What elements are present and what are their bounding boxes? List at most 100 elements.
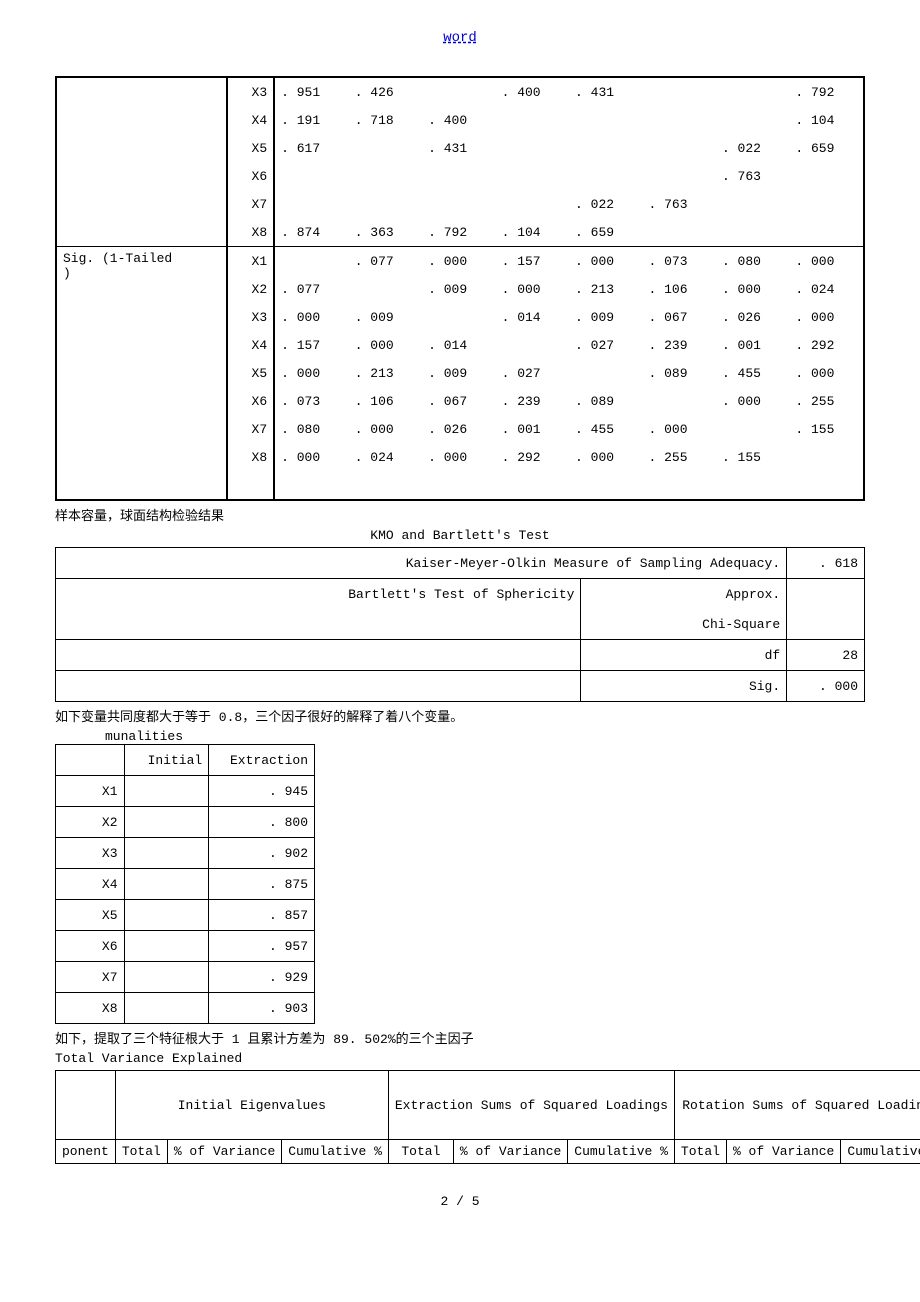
corr-value [789,162,864,190]
corr-value: . 659 [789,134,864,162]
sig-value: . 157 [274,331,349,359]
corr-var-label: X8 [227,218,274,247]
corr-value: . 792 [789,77,864,106]
sig-value: . 026 [716,303,789,331]
corr-value [716,190,789,218]
corr-var-label: X4 [227,106,274,134]
sig-value: . 292 [496,443,569,471]
sig-value: . 014 [496,303,569,331]
comm-initial [124,776,209,807]
bartlett-chisq-value [787,579,865,640]
kmo-title: KMO and Bartlett's Test [55,528,865,543]
sig-value: . 027 [569,331,642,359]
bartlett-chisq-label: Chi-Square [581,609,787,640]
sig-value: . 009 [422,359,495,387]
sig-var-label: X7 [227,415,274,443]
corr-value: . 951 [274,77,349,106]
corr-value [349,134,422,162]
kmo-bartlett-table: Kaiser-Meyer-Olkin Measure of Sampling A… [55,547,865,702]
bartlett-sig-value: . 000 [787,671,865,702]
corr-value [422,77,495,106]
sig-value: . 000 [422,247,495,276]
sig-value: . 080 [274,415,349,443]
sig-value: . 000 [422,443,495,471]
sig-value: . 077 [349,247,422,276]
comm-var: X5 [56,900,125,931]
sig-value: . 000 [716,387,789,415]
comm-var: X1 [56,776,125,807]
correlation-sig-table: X3. 951. 426. 400. 431. 792X4. 191. 718.… [55,76,865,501]
comm-initial [124,993,209,1024]
var-total3: Total [674,1140,726,1164]
var-cum1: Cumulative % [282,1140,389,1164]
sig-var-label: X6 [227,387,274,415]
sig-value: . 014 [422,331,495,359]
corr-value: . 763 [716,162,789,190]
corr-group-label [56,77,227,247]
sig-value: . 067 [422,387,495,415]
sig-value [716,415,789,443]
comm-var: X4 [56,869,125,900]
communalities-title: munalities [55,729,865,744]
corr-value: . 792 [422,218,495,247]
sig-value: . 026 [422,415,495,443]
sig-value: . 255 [789,387,864,415]
corr-value [789,190,864,218]
sig-value: . 000 [569,247,642,276]
corr-value [643,218,716,247]
corr-value [643,134,716,162]
corr-value: . 431 [422,134,495,162]
comm-var: X8 [56,993,125,1024]
comm-initial [124,807,209,838]
corr-value [569,134,642,162]
var-pct2: % of Variance [453,1140,567,1164]
corr-value [716,77,789,106]
comm-var: X7 [56,962,125,993]
comm-header-extraction: Extraction [209,745,315,776]
sig-value: . 073 [274,387,349,415]
header-link[interactable]: word [55,30,865,46]
corr-value: . 022 [569,190,642,218]
sig-value: . 024 [789,275,864,303]
corr-var-label: X7 [227,190,274,218]
comm-extraction: . 857 [209,900,315,931]
comm-var: X6 [56,931,125,962]
sig-value: . 000 [496,275,569,303]
bartlett-df-value: 28 [787,640,865,671]
sig-value: . 027 [496,359,569,387]
corr-value [274,162,349,190]
corr-value: . 104 [789,106,864,134]
sig-value: . 080 [716,247,789,276]
var-rotation-header: Rotation Sums of Squared Loadings [674,1071,920,1140]
sig-value: . 213 [569,275,642,303]
sig-value: . 009 [422,275,495,303]
sig-value: . 000 [274,359,349,387]
sig-value: . 455 [569,415,642,443]
sig-var-label: X2 [227,275,274,303]
comm-extraction: . 945 [209,776,315,807]
sig-group-label: Sig. (1-Tailed) [56,247,227,501]
corr-value [349,162,422,190]
corr-value [716,218,789,247]
var-total2: Total [388,1140,453,1164]
sig-value [422,303,495,331]
corr-value: . 617 [274,134,349,162]
corr-value: . 400 [496,77,569,106]
corr-var-label: X6 [227,162,274,190]
comm-initial [124,869,209,900]
sig-var-label: X8 [227,443,274,471]
sig-value: . 089 [569,387,642,415]
sig-value: . 000 [789,359,864,387]
sig-value: . 000 [349,415,422,443]
sig-value: . 000 [643,415,716,443]
corr-value: . 191 [274,106,349,134]
corr-value [643,106,716,134]
sig-value: . 155 [716,443,789,471]
var-total1: Total [115,1140,167,1164]
variance-caption: 如下，提取了三个特征根大于 1 且累计方差为 89. 502%的三个主因子 [55,1028,865,1047]
sample-caption: 样本容量，球面结构检验结果 [55,505,865,524]
sig-value: . 000 [789,247,864,276]
comm-var: X2 [56,807,125,838]
sig-value: . 089 [643,359,716,387]
sig-value: . 213 [349,359,422,387]
